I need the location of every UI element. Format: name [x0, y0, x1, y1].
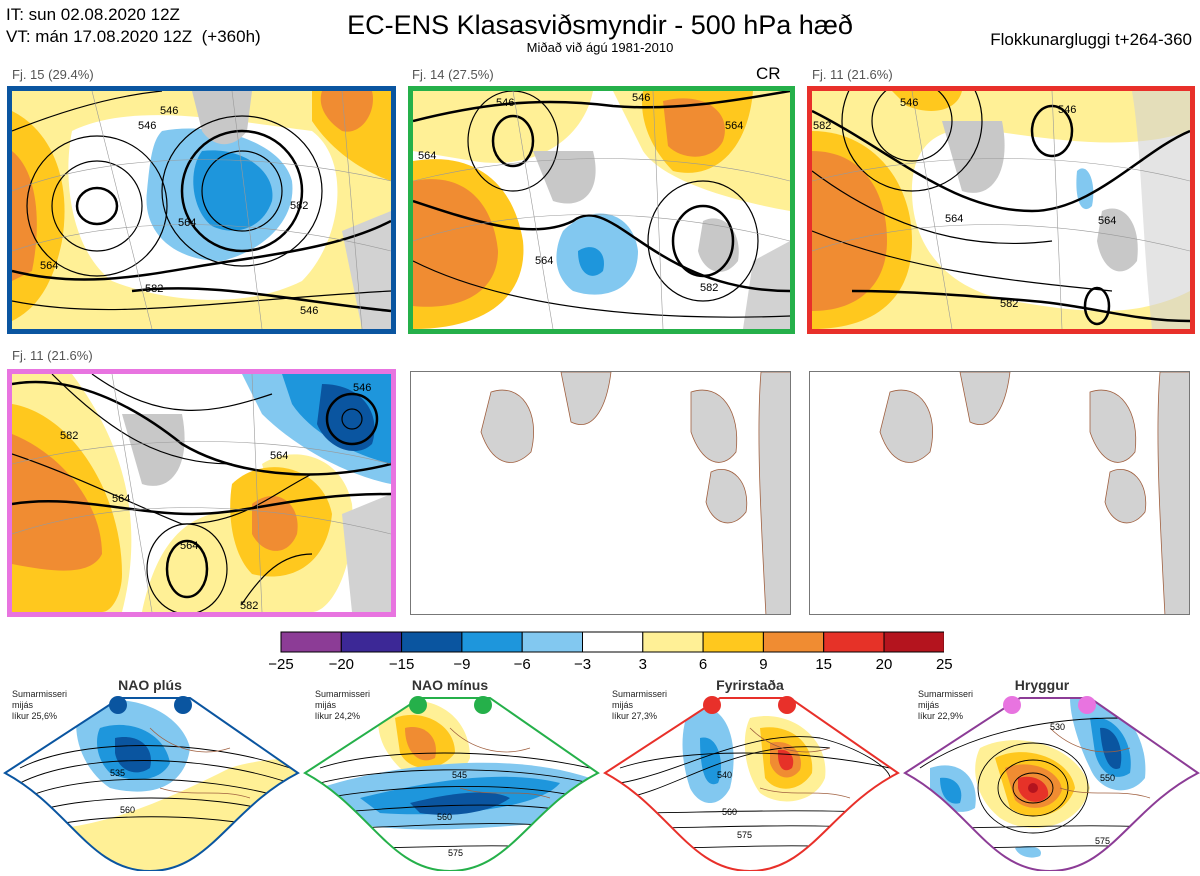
regime-title-nao-minus: NAO mínus	[411, 677, 489, 693]
colorbar-tick-label: −25	[268, 656, 294, 673]
regime-title-blocking: Fyrirstaða	[716, 677, 784, 693]
regime-contour-label: 540	[717, 770, 733, 780]
colorbar-segment	[401, 631, 463, 653]
panel-label-3: Fj. 11 (21.6%)	[812, 67, 893, 82]
regime-contour-label: 560	[722, 807, 738, 817]
contour-label: 582	[240, 600, 259, 612]
contour-label: 546	[900, 97, 919, 109]
colorbar-tick-label: −9	[453, 656, 471, 673]
colorbar-segment	[280, 631, 342, 653]
contour-label: 564	[725, 120, 744, 132]
empty-map-2	[809, 371, 1190, 615]
regime-contour-label: 550	[1100, 773, 1116, 783]
contour-label: 564	[1098, 215, 1117, 227]
contour-label: 546	[138, 120, 157, 132]
panel-label-1: Fj. 15 (29.4%)	[12, 67, 94, 82]
window-label: Flokkunargluggi t+264-360	[990, 30, 1192, 49]
contour-label: 546	[300, 305, 319, 317]
regime-note-ridge: Sumarmisseri mijás líkur 22,9%	[918, 689, 974, 721]
regime-map-ridge[interactable]	[900, 688, 1200, 876]
regime-contour-label: 560	[437, 812, 453, 822]
regime-contour-label: 560	[120, 805, 136, 815]
regime-contour-label: 545	[452, 770, 468, 780]
panel-label-2: Fj. 14 (27.5%)	[412, 67, 494, 82]
colorbar-segment	[762, 631, 825, 653]
contour-label: 564	[178, 217, 197, 229]
empty-map-1	[410, 371, 791, 615]
colorbar-tick-label: 20	[875, 656, 893, 673]
contour-label: 564	[112, 493, 131, 505]
page-subtitle: Miðað við ágú 1981-2010	[526, 40, 674, 55]
time-info: IT: sun 02.08.2020 12Z VT: mán 17.08.2020…	[6, 4, 261, 48]
cluster-map-2[interactable]	[408, 86, 795, 334]
cluster-map-3[interactable]	[807, 86, 1195, 334]
regime-map-nao-plus[interactable]	[0, 688, 300, 876]
colorbar-segment	[642, 631, 704, 653]
regime-note-blocking: Sumarmisseri mijás líkur 27,3%	[612, 689, 668, 721]
issue-time: IT: sun 02.08.2020 12Z	[6, 5, 180, 24]
colorbar-segment	[461, 631, 523, 653]
contour-label: 582	[813, 120, 832, 132]
contour-label: 546	[632, 92, 651, 104]
colorbar-tick-label: 25	[935, 656, 953, 673]
regime-map-blocking[interactable]	[600, 688, 900, 876]
contour-label: 564	[535, 255, 554, 267]
contour-label: 582	[290, 200, 309, 212]
cr-badge: CR	[756, 64, 781, 83]
contour-label: 546	[496, 97, 515, 109]
regime-contour-label: 535	[110, 768, 126, 778]
regime-note-nao-plus: Sumarmisseri mijás líkur 25,6%	[12, 689, 68, 721]
contour-label: 546	[160, 105, 179, 117]
colorbar	[280, 631, 945, 658]
contour-label: 582	[60, 430, 79, 442]
colorbar-tick-label: −6	[513, 656, 531, 673]
valid-time: VT: mán 17.08.2020 12Z (+360h)	[6, 27, 261, 46]
panel-label-4: Fj. 11 (21.6%)	[12, 348, 93, 363]
contour-label: 546	[353, 382, 372, 394]
colorbar-tick-label: 6	[698, 656, 708, 673]
colorbar-segment	[823, 631, 885, 653]
colorbar-segment	[883, 631, 945, 653]
contour-label: 546	[1058, 104, 1077, 116]
contour-label: 564	[180, 540, 199, 552]
colorbar-segment	[340, 631, 403, 653]
colorbar-tick-label: −15	[388, 656, 415, 673]
contour-label: 582	[1000, 298, 1019, 310]
contour-label: 582	[700, 282, 719, 294]
colorbar-segment	[521, 631, 583, 653]
regime-map-nao-minus[interactable]	[300, 688, 600, 876]
colorbar-tick-label: 3	[638, 656, 647, 673]
regime-note-nao-minus: Sumarmisseri mijás líkur 24,2%	[315, 689, 371, 721]
regime-title-nao-plus: NAO plús	[118, 677, 182, 693]
colorbar-tick-label: 9	[759, 656, 768, 673]
regime-contour-label: 530	[1050, 722, 1066, 732]
regime-contour-label: 575	[1095, 836, 1111, 846]
page-title: EC-ENS Klasasviðsmyndir - 500 hPa hæð	[347, 10, 853, 40]
colorbar-segment	[702, 631, 764, 653]
regime-contour-label: 575	[737, 830, 753, 840]
colorbar-tick-label: −3	[573, 656, 592, 673]
regime-contour-label: 575	[448, 848, 464, 858]
contour-label: 564	[270, 450, 289, 462]
colorbar-segment	[582, 631, 644, 653]
cluster-map-1[interactable]	[7, 86, 396, 334]
colorbar-tick-label: −20	[328, 656, 355, 673]
contour-label: 564	[40, 260, 59, 272]
regime-title-ridge: Hryggur	[1014, 677, 1070, 693]
contour-label: 564	[945, 213, 964, 225]
colorbar-tick-label: 15	[815, 656, 833, 673]
contour-label: 564	[418, 150, 437, 162]
contour-label: 582	[145, 283, 164, 295]
cluster-map-4[interactable]	[7, 369, 396, 617]
